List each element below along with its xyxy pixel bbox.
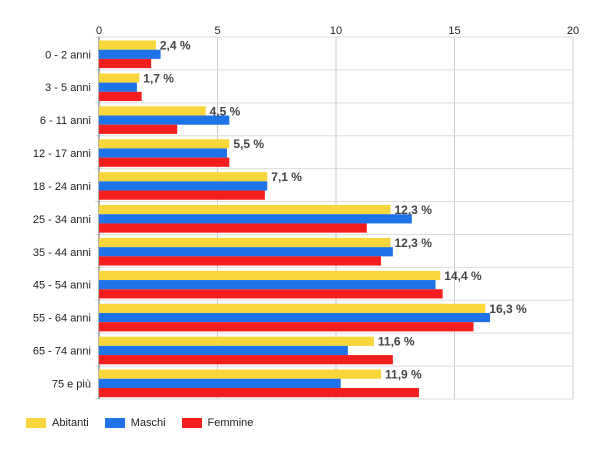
bar-femmine (99, 387, 419, 398)
bar-abitanti (99, 40, 156, 50)
bar-maschi (99, 247, 393, 257)
x-axis-ticks: 0 5 10 15 20 (96, 25, 579, 37)
bar-maschi (99, 82, 137, 92)
category-label: 65 - 74 anni (33, 345, 91, 357)
bar-abitanti (99, 106, 206, 116)
category-label: 0 - 2 anni (45, 49, 91, 61)
bar-femmine (99, 322, 474, 332)
data-label: 14,4 % (444, 269, 482, 283)
bar-maschi (99, 280, 436, 290)
legend: Abitanti Maschi Femmine (26, 417, 269, 429)
legend-label-femmine: Femmine (207, 417, 254, 429)
bar-femmine (99, 289, 443, 299)
bar-abitanti (99, 336, 374, 346)
bar-maschi (99, 115, 230, 125)
bar-femmine (99, 190, 265, 200)
data-label: 5,5 % (233, 137, 264, 151)
legend-item-maschi[interactable]: Maschi (104, 417, 166, 429)
bar-femmine (99, 157, 230, 167)
x-tick-label: 20 (567, 25, 579, 37)
category-label: 3 - 5 anni (45, 82, 91, 94)
data-label: 1,7 % (143, 71, 174, 85)
category-labels: 0 - 2 anni 3 - 5 anni 6 - 11 anni 12 - 17 a… (33, 49, 91, 390)
bar-femmine (99, 223, 367, 233)
bar-abitanti (99, 172, 268, 182)
bar-femmine (99, 58, 152, 69)
data-label: 12,3 % (395, 203, 433, 217)
bar-maschi (99, 214, 412, 224)
data-label: 16,3 % (489, 302, 527, 316)
data-label: 4,5 % (210, 104, 241, 118)
x-tick-label: 5 (214, 25, 220, 37)
legend-swatch-femmine (181, 418, 202, 428)
bar-maschi (99, 148, 227, 158)
data-label: 11,6 % (378, 335, 415, 349)
bar-maschi (99, 312, 491, 323)
bar-femmine (99, 124, 178, 134)
bar-abitanti (99, 73, 140, 83)
legend-item-femmine[interactable]: Femmine (181, 417, 254, 429)
bar-maschi (99, 378, 341, 388)
category-label: 35 - 44 anni (33, 247, 91, 259)
bar-maschi (99, 49, 161, 59)
bar-femmine (99, 91, 142, 102)
legend-label-maschi: Maschi (130, 417, 166, 429)
bar-abitanti (99, 237, 391, 248)
category-label: 55 - 64 anni (33, 313, 91, 325)
bars (99, 40, 491, 398)
data-label: 7,1 % (271, 170, 302, 184)
bar-abitanti (99, 270, 441, 281)
x-tick-label: 15 (448, 25, 460, 37)
bar-abitanti (99, 139, 230, 149)
category-label: 18 - 24 anni (33, 181, 91, 193)
bar-abitanti (99, 303, 486, 313)
bar-abitanti (99, 369, 382, 379)
x-tick-label: 10 (330, 25, 342, 37)
bar-maschi (99, 181, 268, 191)
category-label: 6 - 11 anni (40, 115, 91, 127)
bar-femmine (99, 355, 393, 365)
category-label: 12 - 17 anni (33, 148, 91, 160)
legend-item-abitanti[interactable]: Abitanti (26, 417, 89, 429)
data-label: 2,4 % (160, 39, 191, 53)
legend-label-abitanti: Abitanti (52, 417, 89, 429)
data-label: 11,9 % (385, 368, 422, 382)
x-tick-label: 0 (96, 25, 102, 37)
bar-abitanti (99, 205, 391, 215)
category-label: 45 - 54 anni (33, 280, 91, 292)
category-label: 75 e più (52, 378, 91, 390)
category-label: 25 - 34 anni (33, 214, 91, 226)
data-labels: 2,4 % 1,7 % 4,5 % 5,5 % 7,1 % 12,3 % 12,3 % 14,… (143, 39, 527, 382)
data-label: 12,3 % (395, 236, 433, 250)
legend-swatch-maschi (104, 418, 125, 428)
bar-femmine (99, 256, 382, 266)
bar-maschi (99, 345, 348, 356)
legend-swatch-abitanti (26, 418, 46, 428)
